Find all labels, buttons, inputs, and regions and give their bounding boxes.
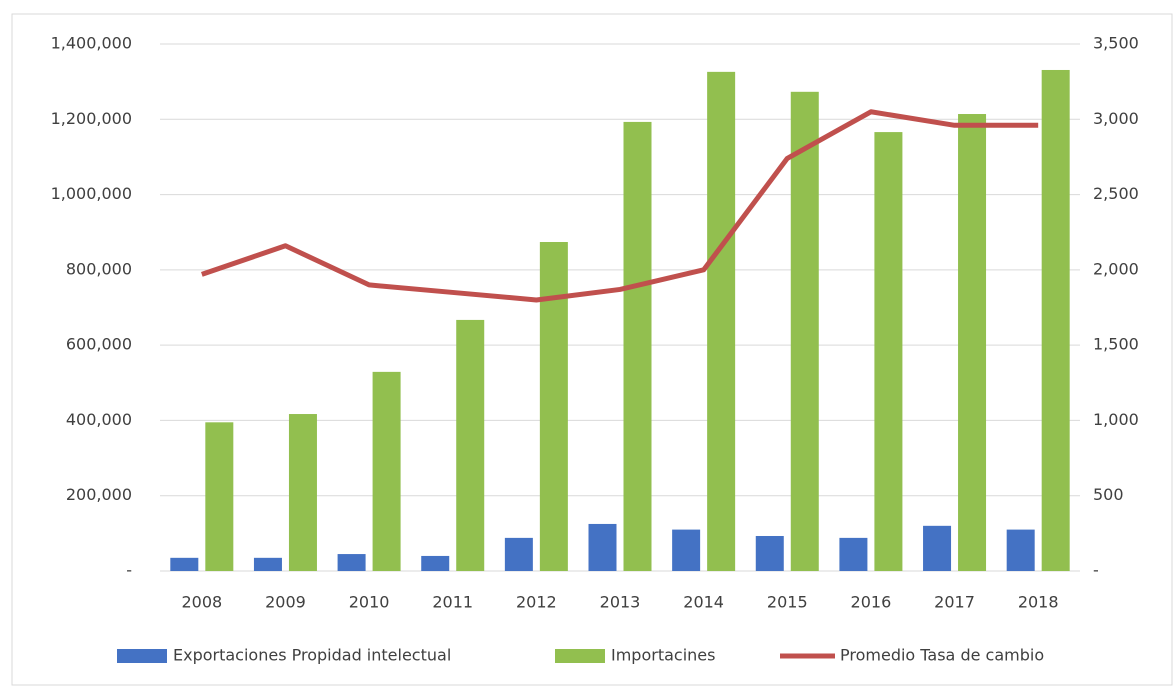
bar	[790, 91, 819, 571]
bar	[839, 537, 868, 571]
y-tick-label: 1,200,000	[51, 109, 132, 128]
y-tick-label: 1,000,000	[51, 184, 132, 203]
y-tick-label: 800,000	[66, 259, 132, 278]
y-tick-label: -	[126, 561, 132, 580]
bar	[672, 529, 701, 571]
y2-tick-label: 3,500	[1093, 34, 1139, 53]
x-tick-label: 2009	[265, 593, 306, 612]
y-tick-label: 400,000	[66, 410, 132, 429]
bar	[958, 114, 987, 571]
x-tick-label: 2014	[683, 593, 724, 612]
y2-tick-label: 500	[1093, 485, 1124, 504]
bar	[539, 242, 568, 571]
chart-border	[11, 13, 1173, 686]
y2-tick-label: 2,500	[1093, 184, 1139, 203]
legend-label: Exportaciones Propidad intelectual	[173, 646, 451, 665]
bar	[421, 555, 450, 571]
y-tick-label: 200,000	[66, 485, 132, 504]
legend-label: Promedio Tasa de cambio	[840, 646, 1044, 665]
x-tick-label: 2018	[1018, 593, 1059, 612]
bar	[874, 132, 903, 571]
bar	[623, 121, 652, 571]
y2-tick-label: 3,000	[1093, 109, 1139, 128]
x-tick-label: 2016	[851, 593, 892, 612]
x-tick-label: 2012	[516, 593, 557, 612]
bar	[372, 371, 401, 571]
x-tick-label: 2017	[934, 593, 975, 612]
y2-tick-label: 1,000	[1093, 410, 1139, 429]
bar	[707, 71, 736, 571]
bar	[755, 535, 784, 571]
bar	[1006, 529, 1035, 571]
bar	[288, 414, 317, 571]
bar	[337, 554, 366, 571]
bar	[1041, 69, 1070, 571]
bar	[923, 525, 952, 571]
y2-tick-label: 1,500	[1093, 335, 1139, 354]
bar	[588, 523, 617, 571]
bar	[170, 557, 199, 571]
bar	[456, 319, 485, 571]
x-tick-label: 2010	[349, 593, 390, 612]
legend-swatch	[117, 649, 167, 663]
x-tick-label: 2008	[181, 593, 222, 612]
bar	[205, 422, 234, 571]
x-tick-label: 2011	[432, 593, 473, 612]
y-tick-label: 1,400,000	[51, 34, 132, 53]
bar	[253, 557, 282, 571]
legend-swatch	[555, 649, 605, 663]
x-tick-label: 2015	[767, 593, 808, 612]
y2-tick-label: 2,000	[1093, 259, 1139, 278]
x-tick-label: 2013	[600, 593, 641, 612]
bar	[504, 537, 533, 571]
y-tick-label: 600,000	[66, 335, 132, 354]
line	[201, 109, 1039, 303]
y2-tick-label: -	[1093, 561, 1099, 580]
legend-label: Importacines	[611, 646, 715, 665]
